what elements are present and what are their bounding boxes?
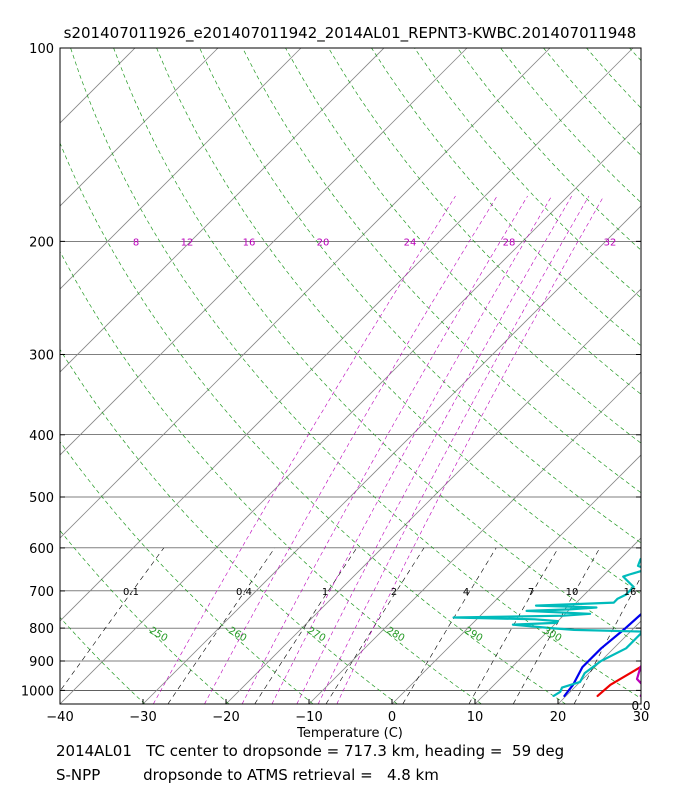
- x-tick-label: −20: [212, 710, 239, 725]
- series-line: [563, 612, 641, 697]
- y-tick-label: 600: [29, 542, 54, 557]
- y-tick-label: 300: [29, 348, 54, 363]
- dry-adiabat-line: [629, 48, 641, 62]
- mixing-ratio-label: 28: [503, 237, 516, 248]
- isotherm-line: [60, 48, 468, 456]
- mixing-ratio-label: 7: [528, 587, 534, 598]
- dry-adiabat-line: [328, 48, 641, 395]
- dry-adiabat-line: [500, 48, 641, 204]
- mixing-ratio-label: 12: [181, 237, 194, 248]
- isotherm-line: [60, 48, 302, 290]
- mixing-ratio-label: 20: [317, 237, 330, 248]
- series-lines: [452, 557, 641, 697]
- x-tick-label: −10: [295, 710, 322, 725]
- dry-adiabat-line: [371, 48, 641, 347]
- mixing-ratio-label: 0.4: [236, 587, 252, 598]
- mixing-ratio-label: 1: [322, 587, 328, 598]
- isotherm-line: [60, 48, 136, 124]
- plot-frame: [59, 47, 642, 705]
- mixing-ratio-line-magenta: [271, 195, 552, 704]
- y-tick-label: 1000: [21, 684, 54, 699]
- isotherm-line: [60, 48, 219, 207]
- mixing-ratio-line-magenta: [241, 195, 528, 704]
- chart-title: s201407011926_e201407011942_2014AL01_REP…: [64, 24, 637, 43]
- isotherm-line: [225, 288, 641, 704]
- x-tick-label: 30: [633, 710, 650, 725]
- dry-adiabat-line: [457, 48, 641, 251]
- series-line: [635, 664, 641, 697]
- corner-label: 0.0: [631, 699, 650, 713]
- series-line: [452, 557, 641, 697]
- mixing-ratio-line: [254, 547, 358, 704]
- mixing-ratio-label: 2: [391, 587, 397, 598]
- mixing-ratio-line: [325, 547, 425, 704]
- y-tick-label: 900: [29, 655, 54, 670]
- dry-adiabat-line: [60, 348, 398, 704]
- isotherm-line: [557, 620, 641, 704]
- isotherm-line: [308, 371, 641, 704]
- dry-adiabat-line: [673, 48, 700, 704]
- isotherm-line: [60, 122, 641, 704]
- mixing-ratio-label: 4: [463, 587, 469, 598]
- dry-adiabat-line: [60, 616, 146, 704]
- x-axis-label: Temperature (C): [296, 726, 403, 741]
- mixing-ratio-label: 24: [404, 237, 417, 248]
- mixing-ratio-line: [60, 547, 165, 692]
- y-tick-label: 400: [29, 429, 54, 444]
- mixing-ratio-label: 32: [604, 237, 617, 248]
- dry-adiabat-line: [285, 48, 641, 444]
- dry-adiabat-line: [60, 702, 61, 704]
- isotherm-line: [142, 205, 641, 704]
- caption-line-1: 2014AL01 TC center to dropsonde = 717.3 …: [56, 742, 565, 760]
- dry-adiabat-line: [60, 529, 230, 704]
- y-tick-label: 200: [29, 235, 54, 250]
- isotherm-line: [60, 48, 634, 622]
- x-tick-label: −30: [129, 710, 156, 725]
- dry-adiabat-line: [60, 441, 314, 704]
- caption-line-2: S-NPP dropsonde to ATMS retrieval = 4.8 …: [56, 766, 439, 784]
- x-tick-label: −40: [46, 710, 73, 725]
- mixing-ratio-label: 16: [624, 587, 637, 598]
- axes-ticks: −40 −30 −20 −10 0 10 20 30 100 200 300 400 500 600 700…: [21, 42, 649, 725]
- dry-adiabat-line: [113, 48, 641, 647]
- mixing-ratio-line-magenta: [336, 195, 605, 704]
- mixing-ratio-line: [402, 547, 497, 704]
- x-tick-label: 0: [388, 710, 396, 725]
- y-tick-label: 700: [29, 585, 54, 600]
- dry-adiabat-line: [60, 250, 482, 704]
- dry-adiabat-line: [586, 48, 641, 109]
- mixing-ratio-label: 0.1: [123, 587, 139, 598]
- mixing-ratio-label: 8: [133, 237, 139, 248]
- mixing-ratio-line-magenta: [317, 195, 590, 704]
- isotherm-line: [640, 703, 641, 704]
- x-tick-label: 10: [467, 710, 484, 725]
- mixing-ratio-line: [167, 547, 276, 704]
- isotherm-line: [474, 537, 641, 704]
- mixing-ratio-line-magenta: [296, 195, 572, 704]
- background-lines: [0, 48, 700, 704]
- y-tick-label: 100: [29, 42, 54, 57]
- dry-adiabat-line: [199, 48, 641, 544]
- mixing-ratio-line: [512, 547, 601, 704]
- isotherm-line: [0, 48, 52, 704]
- mixing-ratio-line: [468, 547, 559, 704]
- isotherm-line: [60, 48, 385, 373]
- mixing-ratio-label: 10: [566, 587, 579, 598]
- isotherm-line: [60, 48, 551, 539]
- dry-adiabat-line: [242, 48, 641, 494]
- x-tick-label: 20: [550, 710, 567, 725]
- y-tick-label: 800: [29, 622, 54, 637]
- mixing-ratio-line-magenta: [153, 195, 456, 704]
- isotherm-line: [391, 454, 641, 704]
- mixing-ratio-label: 16: [243, 237, 256, 248]
- y-tick-label: 500: [29, 491, 54, 506]
- mixing-ratio-line: [573, 576, 641, 704]
- dry-adiabat-line: [60, 142, 566, 704]
- mixing-ratio-line-magenta: [204, 195, 498, 704]
